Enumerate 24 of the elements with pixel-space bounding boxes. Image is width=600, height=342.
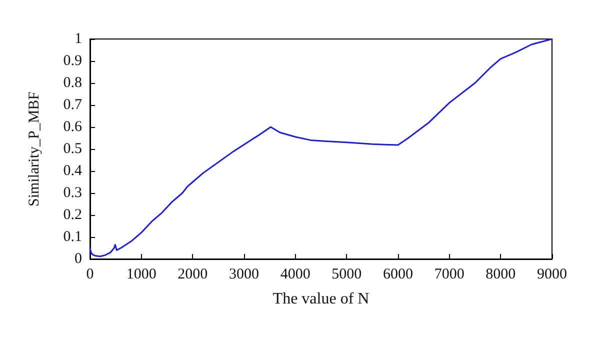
y-axis-title: Similarity_P_MBF — [26, 91, 42, 207]
x-tick-label: 6000 — [383, 266, 413, 282]
x-tick-label: 9000 — [537, 266, 567, 282]
line-series — [89, 38, 553, 258]
x-tick-label: 1000 — [126, 266, 156, 282]
x-tick-label: 3000 — [229, 266, 259, 282]
y-tick-label: 1 — [74, 31, 82, 47]
x-tick-label: 0 — [86, 266, 94, 282]
y-tick-label: 0.3 — [63, 185, 82, 201]
y-tick-label: 0.5 — [63, 141, 82, 157]
y-tick-label: 0.8 — [63, 75, 82, 91]
y-tick-label: 0.9 — [63, 53, 82, 69]
x-tick-label: 8000 — [486, 266, 516, 282]
x-tick-label: 2000 — [178, 266, 208, 282]
x-tick-label: 5000 — [332, 266, 362, 282]
y-tick-label: 0.1 — [63, 229, 82, 245]
y-tick-label: 0.4 — [63, 163, 82, 179]
y-tick-label: 0.2 — [63, 207, 82, 223]
x-tick-label: 4000 — [280, 266, 310, 282]
y-tick-label: 0.7 — [63, 97, 82, 113]
y-tick-label: 0 — [74, 251, 82, 267]
y-tick-label: 0.6 — [63, 119, 82, 135]
x-axis-title: The value of N — [272, 290, 370, 308]
x-tick-label: 7000 — [434, 266, 464, 282]
